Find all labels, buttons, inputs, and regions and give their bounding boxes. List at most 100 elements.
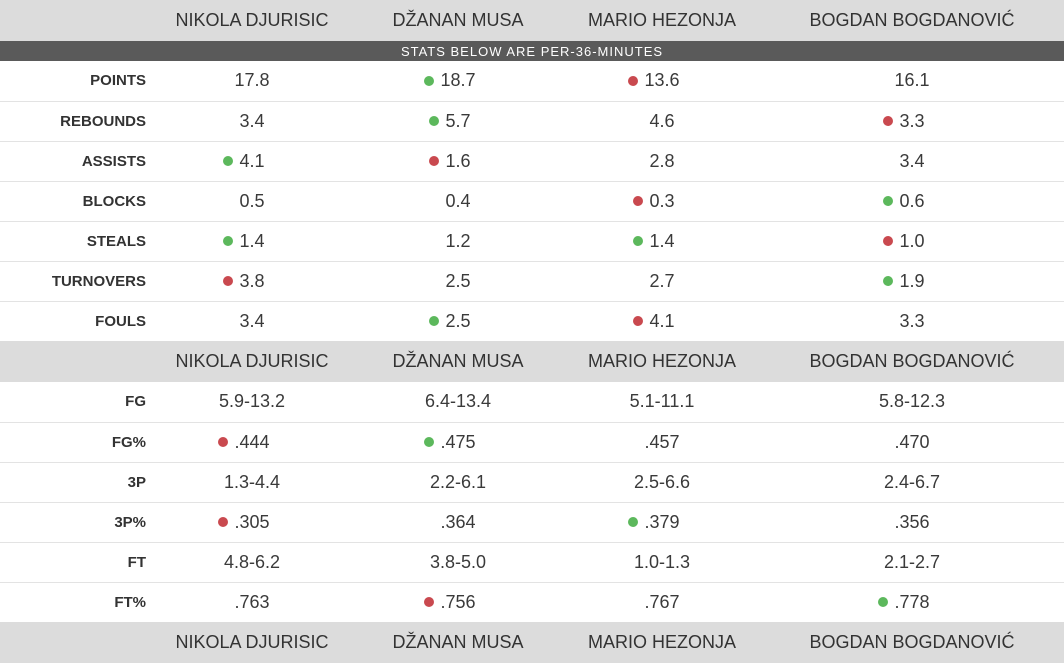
stat-value: .356 bbox=[894, 511, 930, 532]
stat-value: 5.8-12.3 bbox=[878, 391, 946, 412]
stat-value-cell: 1.9 bbox=[760, 261, 1064, 302]
stat-value-wrapper: 13.6 bbox=[628, 70, 680, 91]
stat-label: BLOCKS bbox=[0, 181, 152, 222]
stat-value-cell: 3.4 bbox=[152, 101, 352, 142]
stat-value-wrapper: .457 bbox=[644, 432, 679, 453]
stat-value: 2.4-6.7 bbox=[883, 471, 941, 492]
stat-value: .444 bbox=[234, 431, 270, 452]
per-36-banner-row: STATS BELOW ARE PER-36-MINUTES bbox=[0, 41, 1064, 61]
stat-value: .470 bbox=[894, 431, 930, 452]
stat-value-wrapper: 2.5-6.6 bbox=[634, 472, 690, 493]
stat-value: 16.1 bbox=[894, 70, 930, 91]
stat-value-wrapper: 5.8-12.3 bbox=[879, 391, 945, 412]
stat-value-cell: .470 bbox=[760, 422, 1064, 463]
stat-value-wrapper: 5.9-13.2 bbox=[219, 391, 285, 412]
stat-value: 4.1 bbox=[239, 150, 265, 171]
stat-value: 3.4 bbox=[239, 310, 265, 331]
player-name-header: NIKOLA DJURISIC bbox=[175, 351, 329, 371]
stat-value-wrapper: 2.2-6.1 bbox=[430, 472, 486, 493]
stat-value-wrapper: 3.8 bbox=[223, 270, 265, 292]
stat-value-cell: 3.4 bbox=[760, 141, 1064, 182]
stat-value-cell: .444 bbox=[152, 422, 352, 463]
stat-value: 17.8 bbox=[234, 70, 270, 91]
stat-value-cell: 5.8-12.3 bbox=[760, 382, 1064, 423]
stat-value-cell: 1.4 bbox=[152, 221, 352, 262]
green-dot-icon bbox=[628, 517, 639, 527]
stat-value: 3.8 bbox=[239, 270, 265, 291]
stat-value: 1.3-4.4 bbox=[223, 471, 281, 492]
stat-value: 2.5 bbox=[445, 310, 471, 331]
green-dot-icon bbox=[424, 75, 435, 86]
stat-value-wrapper: 16.1 bbox=[894, 70, 929, 91]
stat-value-wrapper: 0.6 bbox=[883, 191, 925, 212]
stat-value-wrapper: 18.7 bbox=[424, 70, 476, 91]
stat-value-cell: 3.3 bbox=[760, 301, 1064, 341]
stat-value-wrapper: 1.2 bbox=[445, 231, 470, 252]
stat-value-cell: 4.6 bbox=[564, 101, 760, 142]
stat-value: 5.9-13.2 bbox=[218, 391, 286, 412]
stat-value-cell: 5.7 bbox=[352, 101, 564, 142]
stat-value-wrapper: 4.1 bbox=[223, 150, 265, 172]
stat-value-wrapper: 1.3-4.4 bbox=[224, 472, 280, 493]
red-dot-icon bbox=[424, 597, 435, 608]
stat-value-wrapper: .475 bbox=[424, 431, 476, 453]
stat-value: 18.7 bbox=[440, 70, 476, 91]
stat-value: 4.8-6.2 bbox=[223, 551, 281, 572]
stat-value-cell: 2.7 bbox=[564, 261, 760, 302]
stat-row: BLOCKS 0.5 0.4 0.3 0.6 bbox=[0, 181, 1064, 222]
stat-value: .475 bbox=[440, 431, 476, 452]
stat-value-cell: 2.5 bbox=[352, 261, 564, 302]
green-dot-icon bbox=[223, 236, 234, 246]
stat-value: 2.1-2.7 bbox=[883, 551, 941, 572]
stat-value-cell: .778 bbox=[760, 582, 1064, 622]
stat-label: FG% bbox=[0, 422, 152, 463]
green-dot-icon bbox=[429, 316, 440, 327]
stat-value-wrapper: 2.8 bbox=[649, 151, 674, 172]
stat-row: 3P 1.3-4.4 2.2-6.1 2.5-6.6 2.4-6.7 bbox=[0, 462, 1064, 503]
stat-label: 3P% bbox=[0, 502, 152, 543]
player-name-header: MARIO HEZONJA bbox=[587, 10, 736, 30]
stat-value-wrapper: 3.3 bbox=[899, 311, 924, 332]
stat-value: .305 bbox=[234, 511, 270, 532]
stat-value-cell: 2.1-2.7 bbox=[760, 542, 1064, 583]
stat-value-cell: .763 bbox=[152, 582, 352, 622]
red-dot-icon bbox=[628, 75, 639, 86]
stat-value-cell: .475 bbox=[352, 422, 564, 463]
stat-value: 0.4 bbox=[445, 190, 471, 211]
stat-row: POINTS 17.8 18.7 13.6 16.1 bbox=[0, 61, 1064, 102]
stat-value-cell: .756 bbox=[352, 582, 564, 622]
stat-value-wrapper: 3.4 bbox=[899, 151, 924, 172]
stat-value: 6.4-13.4 bbox=[424, 391, 492, 412]
stat-label: ASSISTS bbox=[0, 141, 152, 182]
stat-value: 13.6 bbox=[644, 70, 680, 91]
green-dot-icon bbox=[883, 196, 894, 206]
stat-value-cell: 3.3 bbox=[760, 101, 1064, 142]
stat-value: .379 bbox=[644, 511, 680, 532]
stat-value-cell: 2.8 bbox=[564, 141, 760, 182]
stat-row: TURNOVERS 3.8 2.5 2.7 1.9 bbox=[0, 261, 1064, 302]
red-dot-icon bbox=[883, 236, 894, 246]
player-name-header: MARIO HEZONJA bbox=[587, 351, 736, 371]
green-dot-icon bbox=[878, 597, 889, 608]
stat-value: .364 bbox=[440, 511, 476, 532]
stat-value-wrapper: .470 bbox=[894, 432, 929, 453]
stat-row: FT 4.8-6.2 3.8-5.0 1.0-1.3 2.1-2.7 bbox=[0, 542, 1064, 583]
stat-label: FT% bbox=[114, 593, 146, 611]
stat-value-cell: 0.3 bbox=[564, 181, 760, 222]
stat-row: ASSISTS 4.1 1.6 2.8 3.4 bbox=[0, 141, 1064, 182]
stat-value-cell: 3.4 bbox=[152, 301, 352, 341]
stat-value-cell: 1.4 bbox=[564, 221, 760, 262]
stat-value: 1.6 bbox=[445, 150, 471, 171]
stat-value-cell: 3.8 bbox=[152, 261, 352, 302]
stat-row: FG% .444 .475 .457 .470 bbox=[0, 422, 1064, 463]
stat-value: 1.4 bbox=[239, 230, 265, 251]
stat-value-wrapper: 6.4-13.4 bbox=[425, 391, 491, 412]
stat-value-cell: 3.8-5.0 bbox=[352, 542, 564, 583]
stat-value: 3.3 bbox=[899, 110, 925, 131]
stat-value-cell: .457 bbox=[564, 422, 760, 463]
stat-row: FG 5.9-13.2 6.4-13.4 5.1-11.1 5.8-12.3 bbox=[0, 382, 1064, 423]
green-dot-icon bbox=[223, 156, 234, 166]
stat-value: 3.3 bbox=[899, 310, 925, 331]
